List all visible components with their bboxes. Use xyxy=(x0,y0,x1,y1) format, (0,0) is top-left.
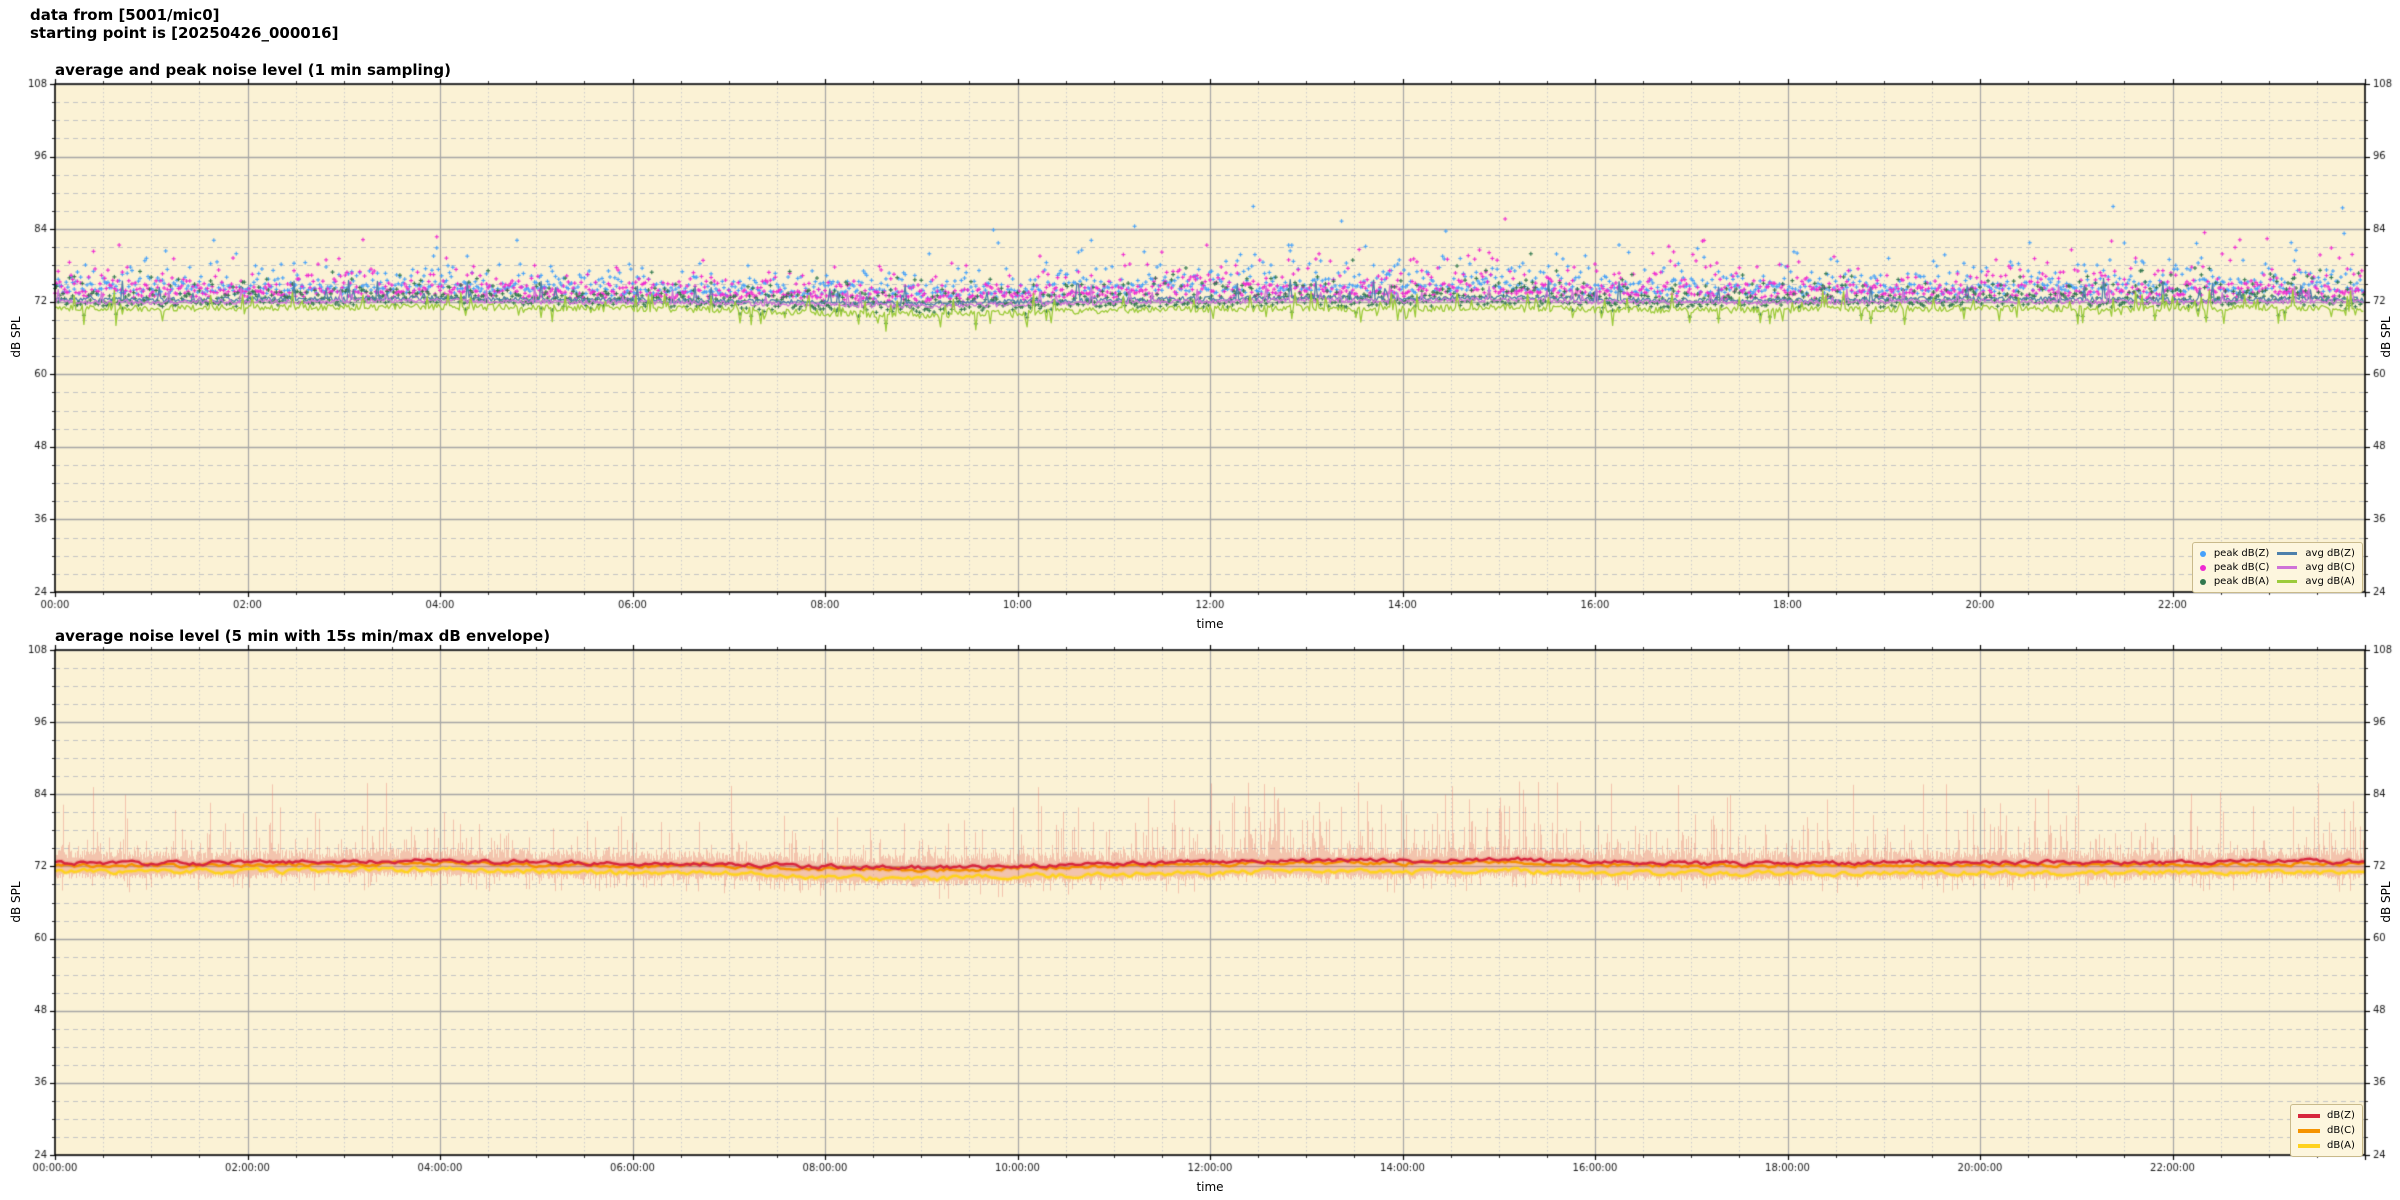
legend-label-dba: dB(A) xyxy=(2327,1140,2355,1151)
legend-swatch-dba xyxy=(2298,1143,2320,1148)
chart2-legend: dB(Z) dB(C) dB(A) xyxy=(2290,1104,2363,1157)
legend-swatch-avg-dbc xyxy=(2277,566,2298,569)
legend-swatch-dbz xyxy=(2298,1113,2320,1118)
legend-marker-peak-dba xyxy=(2199,578,2206,585)
legend-label-dbz: dB(Z) xyxy=(2327,1110,2355,1121)
legend-marker-peak-dbc xyxy=(2199,564,2206,571)
chart1-legend: peak dB(Z) avg dB(Z) peak dB(C) avg dB(C… xyxy=(2191,542,2363,593)
chart1-ylabel-left: dB SPL xyxy=(9,316,23,358)
header-line-1: data from [5001/mic0] xyxy=(30,6,220,24)
chart1-ylabel-right: dB SPL xyxy=(2379,316,2393,358)
chart2-xlabel: time xyxy=(1196,1180,1224,1194)
legend-label-peak-dbz: peak dB(Z) xyxy=(2213,548,2270,559)
legend-swatch-avg-dba xyxy=(2277,580,2298,583)
chart1-title: average and peak noise level (1 min samp… xyxy=(55,61,451,79)
chart2-title: average noise level (5 min with 15s min/… xyxy=(55,627,551,645)
chart1-xlabel: time xyxy=(1196,617,1224,631)
legend-label-peak-dbc: peak dB(C) xyxy=(2213,562,2270,573)
chart2-ylabel-left: dB SPL xyxy=(9,881,23,923)
legend-swatch-avg-dbz xyxy=(2277,552,2298,555)
legend-label-peak-dba: peak dB(A) xyxy=(2213,576,2270,587)
legend-label-avg-dbc: avg dB(C) xyxy=(2305,562,2355,573)
chart2-ylabel-right: dB SPL xyxy=(2379,881,2393,923)
legend-marker-peak-dbz xyxy=(2199,550,2206,557)
header: data from [5001/mic0] starting point is … xyxy=(30,6,338,42)
legend-label-avg-dbz: avg dB(Z) xyxy=(2305,548,2355,559)
legend-label-avg-dba: avg dB(A) xyxy=(2305,576,2355,587)
legend-label-dbc: dB(C) xyxy=(2327,1125,2355,1136)
header-line-2: starting point is [20250426_000016] xyxy=(30,24,339,42)
legend-swatch-dbc xyxy=(2298,1128,2320,1133)
